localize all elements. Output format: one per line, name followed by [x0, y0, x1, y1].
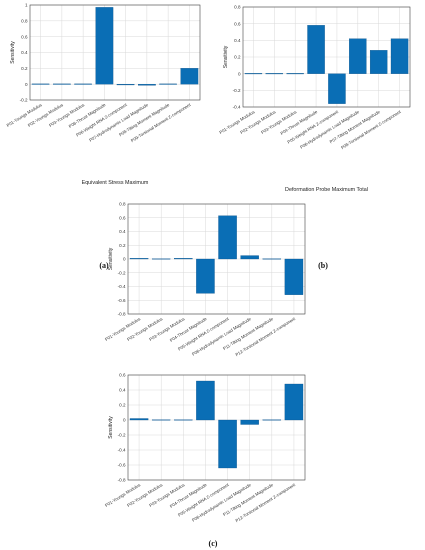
y-tick-label: -0.2: [118, 433, 126, 438]
y-axis-label: Sensitivity: [10, 41, 16, 64]
y-tick-label: -0.6: [118, 463, 126, 468]
y-tick-label: 0.8: [234, 5, 241, 10]
bar: [196, 380, 215, 421]
bar: [129, 258, 149, 260]
y-tick-label: -0.2: [20, 98, 28, 103]
panel-label-b: (b): [318, 261, 328, 270]
y-tick-label: -0.8: [118, 312, 126, 317]
x-category-label: P02-Youngs Modulus: [239, 109, 276, 135]
bar: [328, 73, 346, 104]
bar: [138, 84, 156, 86]
bar: [369, 50, 388, 74]
bar: [262, 258, 282, 260]
bar: [265, 73, 284, 75]
x-category-label: P01-Youngs Modulus: [6, 102, 43, 128]
panel-label-a: (a): [99, 261, 109, 270]
bar: [286, 73, 304, 75]
x-category-label: P01-Youngs Modulus: [104, 482, 141, 508]
y-axis-label: Sensitivity: [108, 247, 114, 270]
y-axis-label: Sensitivity: [108, 416, 114, 439]
y-tick-label: 0.4: [119, 229, 126, 234]
bar: [284, 383, 304, 421]
y-tick-label: 1: [25, 3, 28, 8]
y-tick-label: 0.4: [119, 388, 126, 393]
axes-frame: [29, 4, 201, 101]
panel-label-c: (c): [209, 539, 218, 548]
chart-deformation-probe: -0.4 -0.2 0 0.2 0.4 0.6 0.8 P01-Youngs ModulusP…: [218, 5, 411, 193]
y-tick-label: -0.6: [118, 298, 126, 303]
bar: [95, 7, 114, 85]
y-tick-label: 0: [238, 71, 241, 76]
bar: [74, 83, 92, 85]
y-tick-label: 0.4: [21, 50, 28, 55]
x-axis-label: Equivalent Stress Maximum: [82, 180, 149, 186]
bar: [129, 418, 149, 421]
y-tick-label: 0: [123, 418, 126, 423]
y-tick-label: 0.2: [21, 66, 28, 71]
x-category-label: P04-Thrust Magnitude: [169, 316, 208, 343]
bar: [116, 84, 135, 86]
axes-frame: [242, 6, 411, 108]
x-axis-label: Deformation Probe Maximum Total: [285, 187, 368, 193]
y-tick-label: 0.8: [21, 18, 28, 23]
y-tick-label: -0.2: [118, 270, 126, 275]
bar: [180, 68, 199, 85]
y-tick-label: 0.8: [119, 202, 126, 207]
y-tick-label: 0.6: [234, 21, 241, 26]
y-tick-label: -0.8: [118, 478, 126, 483]
bar: [31, 83, 50, 85]
x-category-label: P01-Youngs Modulus: [218, 109, 255, 135]
bar: [151, 258, 171, 260]
y-tick-label: -0.4: [118, 284, 126, 289]
y-tick-label: -0.4: [233, 105, 241, 110]
y-tick-label: 0.2: [119, 403, 126, 408]
y-tick-label: 0.6: [119, 215, 126, 220]
y-axis-label: Sensitivity: [223, 45, 229, 68]
y-tick-label: 0: [25, 82, 28, 87]
bar: [53, 83, 71, 85]
bar: [196, 258, 215, 294]
bar: [218, 215, 237, 260]
bar: [151, 419, 171, 421]
bar: [307, 25, 325, 74]
y-tick-label: 0.6: [119, 373, 126, 378]
bar: [349, 38, 367, 74]
axes-frame: [127, 203, 306, 315]
bar: [240, 255, 259, 260]
y-tick-label: 0.6: [21, 34, 28, 39]
bar: [262, 419, 282, 421]
x-category-label: P01-Youngs Modulus: [104, 316, 141, 342]
y-tick-label: 0.2: [234, 55, 241, 60]
y-tick-label: -0.2: [233, 88, 241, 93]
y-tick-label: 0.2: [119, 243, 126, 248]
y-tick-label: 0.4: [234, 38, 241, 43]
bar: [240, 419, 259, 425]
bar: [159, 83, 177, 85]
chart-safety-factor: -0.8 -0.6 -0.4 -0.2 0 0.2 0.4 0.6 0.8 P01-Youngs …: [104, 202, 306, 400]
plot-area: [128, 375, 305, 480]
bar: [284, 258, 304, 295]
chart-alternating-stress: -0.8 -0.6 -0.4 -0.2 0 0.2 0.4 0.6 P01-Youngs Mod…: [104, 373, 306, 523]
bar: [244, 73, 263, 75]
bar: [174, 419, 193, 421]
y-tick-label: -0.4: [118, 448, 126, 453]
bar: [174, 258, 193, 260]
axes-frame: [127, 374, 306, 481]
bar: [390, 38, 409, 74]
y-tick-label: 0: [123, 257, 126, 262]
x-category-label: P04-Thrust Magnitude: [169, 482, 208, 509]
bar: [218, 419, 237, 469]
